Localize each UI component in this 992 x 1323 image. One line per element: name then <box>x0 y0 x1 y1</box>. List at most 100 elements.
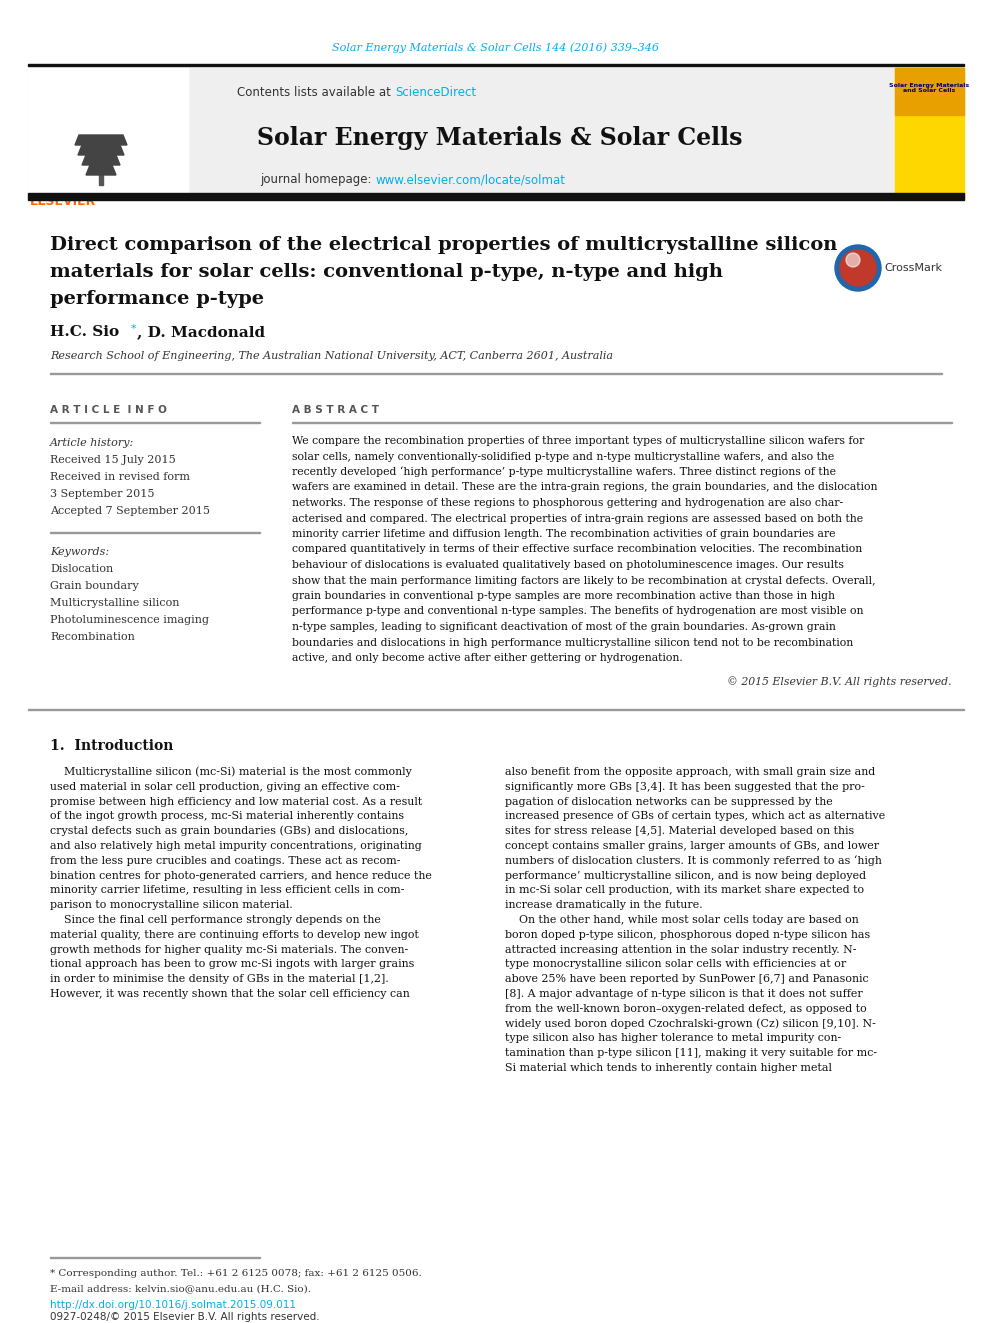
Text: pagation of dislocation networks can be suppressed by the: pagation of dislocation networks can be … <box>505 796 832 807</box>
Text: CrossMark: CrossMark <box>884 263 942 273</box>
Text: grain boundaries in conventional p-type samples are more recombination active th: grain boundaries in conventional p-type … <box>292 591 835 601</box>
Text: parison to monocrystalline silicon material.: parison to monocrystalline silicon mater… <box>50 900 293 910</box>
Text: H.C. Sio: H.C. Sio <box>50 325 119 339</box>
Polygon shape <box>86 165 116 175</box>
Text: http://dx.doi.org/10.1016/j.solmat.2015.09.011: http://dx.doi.org/10.1016/j.solmat.2015.… <box>50 1301 296 1310</box>
Text: wafers are examined in detail. These are the intra-grain regions, the grain boun: wafers are examined in detail. These are… <box>292 483 878 492</box>
Text: Keywords:: Keywords: <box>50 546 109 557</box>
Bar <box>895 67 964 198</box>
Text: journal homepage:: journal homepage: <box>260 173 375 187</box>
Text: concept contains smaller grains, larger amounts of GBs, and lower: concept contains smaller grains, larger … <box>505 841 879 851</box>
Polygon shape <box>82 155 120 165</box>
Text: materials for solar cells: conventional p-type, n-type and high: materials for solar cells: conventional … <box>50 263 723 280</box>
Text: significantly more GBs [3,4]. It has been suggested that the pro-: significantly more GBs [3,4]. It has bee… <box>505 782 865 791</box>
Text: performance p-type: performance p-type <box>50 290 264 308</box>
Text: © 2015 Elsevier B.V. All rights reserved.: © 2015 Elsevier B.V. All rights reserved… <box>727 676 952 687</box>
Text: 0927-0248/© 2015 Elsevier B.V. All rights reserved.: 0927-0248/© 2015 Elsevier B.V. All right… <box>50 1312 319 1322</box>
Text: of the ingot growth process, mc-Si material inherently contains: of the ingot growth process, mc-Si mater… <box>50 811 404 822</box>
Text: promise between high efficiency and low material cost. As a result: promise between high efficiency and low … <box>50 796 423 807</box>
Text: 3 September 2015: 3 September 2015 <box>50 490 155 499</box>
Text: n-type samples, leading to significant deactivation of most of the grain boundar: n-type samples, leading to significant d… <box>292 622 836 632</box>
Text: from the less pure crucibles and coatings. These act as recom-: from the less pure crucibles and coating… <box>50 856 401 865</box>
Text: attracted increasing attention in the solar industry recently. N-: attracted increasing attention in the so… <box>505 945 856 955</box>
Text: [8]. A major advantage of n-type silicon is that it does not suffer: [8]. A major advantage of n-type silicon… <box>505 990 863 999</box>
Text: Since the final cell performance strongly depends on the: Since the final cell performance strongl… <box>50 916 381 925</box>
Text: widely used boron doped Czochralski-grown (Cz) silicon [9,10]. N-: widely used boron doped Czochralski-grow… <box>505 1019 876 1029</box>
Text: Multicrystalline silicon: Multicrystalline silicon <box>50 598 180 609</box>
Text: Accepted 7 September 2015: Accepted 7 September 2015 <box>50 505 210 516</box>
Text: Multicrystalline silicon (mc-Si) material is the most commonly: Multicrystalline silicon (mc-Si) materia… <box>50 767 412 778</box>
Text: Photoluminescence imaging: Photoluminescence imaging <box>50 615 209 624</box>
Text: minority carrier lifetime and diffusion length. The recombination activities of : minority carrier lifetime and diffusion … <box>292 529 835 538</box>
Text: *: * <box>131 324 137 333</box>
Text: increase dramatically in the future.: increase dramatically in the future. <box>505 900 702 910</box>
Text: Grain boundary: Grain boundary <box>50 581 139 591</box>
Bar <box>28 64 964 66</box>
Text: Contents lists available at: Contents lists available at <box>237 86 395 98</box>
Text: However, it was recently shown that the solar cell efficiency can: However, it was recently shown that the … <box>50 990 410 999</box>
Text: solar cells, namely conventionally-solidified p-type and n-type multicrystalline: solar cells, namely conventionally-solid… <box>292 451 834 462</box>
Text: www.elsevier.com/locate/solmat: www.elsevier.com/locate/solmat <box>375 173 565 187</box>
Bar <box>28 67 188 198</box>
Text: above 25% have been reported by SunPower [6,7] and Panasonic: above 25% have been reported by SunPower… <box>505 974 869 984</box>
Text: ScienceDirect: ScienceDirect <box>395 86 476 98</box>
Text: Direct comparison of the electrical properties of multicrystalline silicon: Direct comparison of the electrical prop… <box>50 235 837 254</box>
Text: tional approach has been to grow mc-Si ingots with larger grains: tional approach has been to grow mc-Si i… <box>50 959 415 970</box>
Text: from the well-known boron–oxygen-related defect, as opposed to: from the well-known boron–oxygen-related… <box>505 1004 867 1013</box>
Text: Received in revised form: Received in revised form <box>50 472 190 482</box>
Text: Si material which tends to inherently contain higher metal: Si material which tends to inherently co… <box>505 1062 832 1073</box>
Text: and also relatively high metal impurity concentrations, originating: and also relatively high metal impurity … <box>50 841 422 851</box>
Text: compared quantitatively in terms of their effective surface recombination veloci: compared quantitatively in terms of thei… <box>292 545 862 554</box>
Text: * Corresponding author. Tel.: +61 2 6125 0078; fax: +61 2 6125 0506.: * Corresponding author. Tel.: +61 2 6125… <box>50 1270 422 1278</box>
Text: 1.  Introduction: 1. Introduction <box>50 740 174 753</box>
Text: in order to minimise the density of GBs in the material [1,2].: in order to minimise the density of GBs … <box>50 974 389 984</box>
Text: Solar Energy Materials
and Solar Cells: Solar Energy Materials and Solar Cells <box>889 82 969 94</box>
Text: type monocrystalline silicon solar cells with efficiencies at or: type monocrystalline silicon solar cells… <box>505 959 846 970</box>
Text: boron doped p-type silicon, phosphorous doped n-type silicon has: boron doped p-type silicon, phosphorous … <box>505 930 870 939</box>
Text: sites for stress release [4,5]. Material developed based on this: sites for stress release [4,5]. Material… <box>505 826 854 836</box>
Text: Received 15 July 2015: Received 15 July 2015 <box>50 455 176 464</box>
Text: acterised and compared. The electrical properties of intra-grain regions are ass: acterised and compared. The electrical p… <box>292 513 863 524</box>
Bar <box>28 193 964 200</box>
Text: Research School of Engineering, The Australian National University, ACT, Canberr: Research School of Engineering, The Aust… <box>50 351 613 361</box>
Text: type silicon also has higher tolerance to metal impurity con-: type silicon also has higher tolerance t… <box>505 1033 841 1044</box>
Bar <box>28 67 895 198</box>
Circle shape <box>835 245 881 291</box>
Text: A B S T R A C T: A B S T R A C T <box>292 405 379 415</box>
Text: Article history:: Article history: <box>50 438 134 448</box>
Text: crystal defects such as grain boundaries (GBs) and dislocations,: crystal defects such as grain boundaries… <box>50 826 409 836</box>
Text: behaviour of dislocations is evaluated qualitatively based on photoluminescence : behaviour of dislocations is evaluated q… <box>292 560 844 570</box>
Text: used material in solar cell production, giving an effective com-: used material in solar cell production, … <box>50 782 400 791</box>
Text: Recombination: Recombination <box>50 632 135 642</box>
Circle shape <box>840 250 876 286</box>
Text: recently developed ‘high performance’ p-type multicrystalline wafers. Three dist: recently developed ‘high performance’ p-… <box>292 467 836 478</box>
Text: growth methods for higher quality mc-Si materials. The conven-: growth methods for higher quality mc-Si … <box>50 945 409 955</box>
Text: Solar Energy Materials & Solar Cells 144 (2016) 339–346: Solar Energy Materials & Solar Cells 144… <box>332 42 660 53</box>
Text: performance’ multicrystalline silicon, and is now being deployed: performance’ multicrystalline silicon, a… <box>505 871 866 881</box>
Text: A R T I C L E  I N F O: A R T I C L E I N F O <box>50 405 167 415</box>
Text: , D. Macdonald: , D. Macdonald <box>137 325 265 339</box>
Text: in mc-Si solar cell production, with its market share expected to: in mc-Si solar cell production, with its… <box>505 885 864 896</box>
Text: show that the main performance limiting factors are likely to be recombination a: show that the main performance limiting … <box>292 576 876 586</box>
Text: We compare the recombination properties of three important types of multicrystal: We compare the recombination properties … <box>292 437 864 446</box>
Text: On the other hand, while most solar cells today are based on: On the other hand, while most solar cell… <box>505 916 859 925</box>
Text: networks. The response of these regions to phosphorous gettering and hydrogenati: networks. The response of these regions … <box>292 497 843 508</box>
Text: numbers of dislocation clusters. It is commonly referred to as ‘high: numbers of dislocation clusters. It is c… <box>505 856 882 867</box>
Polygon shape <box>75 135 127 146</box>
Text: active, and only become active after either gettering or hydrogenation.: active, and only become active after eit… <box>292 654 682 663</box>
Text: minority carrier lifetime, resulting in less efficient cells in com-: minority carrier lifetime, resulting in … <box>50 885 405 896</box>
Text: material quality, there are continuing efforts to develop new ingot: material quality, there are continuing e… <box>50 930 419 939</box>
Text: also benefit from the opposite approach, with small grain size and: also benefit from the opposite approach,… <box>505 767 875 777</box>
Text: increased presence of GBs of certain types, which act as alternative: increased presence of GBs of certain typ… <box>505 811 885 822</box>
Circle shape <box>846 253 860 267</box>
Text: Dislocation: Dislocation <box>50 564 113 574</box>
Text: bination centres for photo-generated carriers, and hence reduce the: bination centres for photo-generated car… <box>50 871 432 881</box>
Polygon shape <box>78 146 124 155</box>
Bar <box>895 67 964 115</box>
Text: boundaries and dislocations in high performance multicrystalline silicon tend no: boundaries and dislocations in high perf… <box>292 638 853 647</box>
Bar <box>99 173 103 185</box>
Text: performance p-type and conventional n-type samples. The benefits of hydrogenatio: performance p-type and conventional n-ty… <box>292 606 863 617</box>
Text: Solar Energy Materials & Solar Cells: Solar Energy Materials & Solar Cells <box>257 126 743 149</box>
Text: ELSEVIER: ELSEVIER <box>30 194 96 208</box>
Text: E-mail address: kelvin.sio@anu.edu.au (H.C. Sio).: E-mail address: kelvin.sio@anu.edu.au (H… <box>50 1285 311 1294</box>
